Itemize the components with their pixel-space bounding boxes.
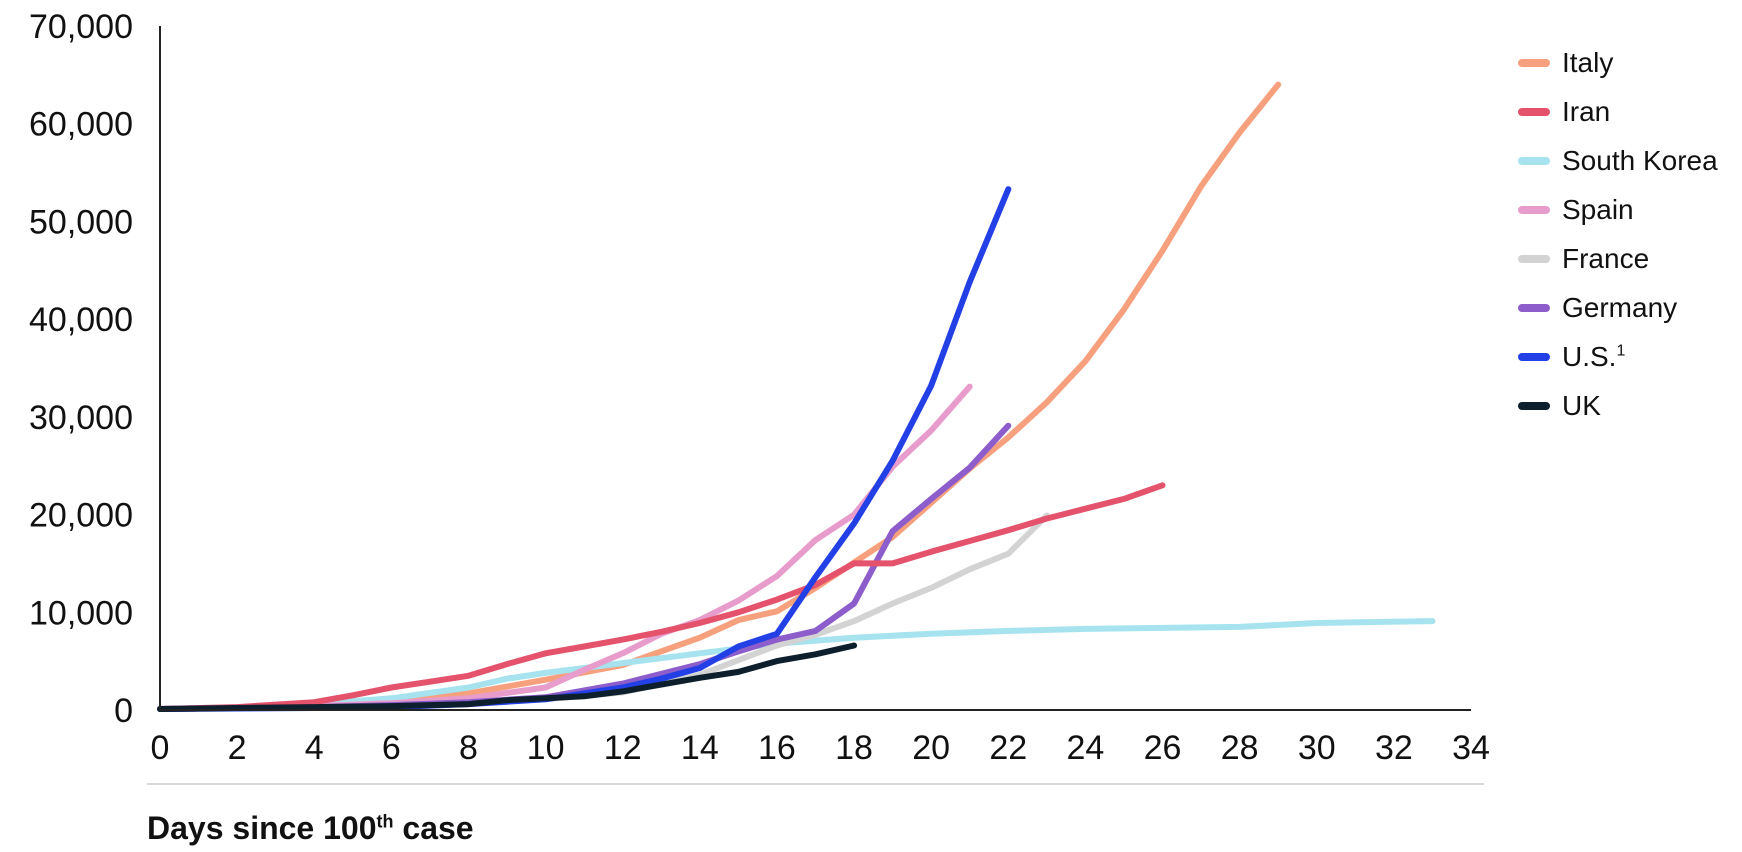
y-tick-label: 70,000	[29, 8, 133, 46]
y-tick-label: 40,000	[29, 301, 133, 339]
legend-label: Spain	[1562, 193, 1634, 225]
x-tick-label: 12	[604, 729, 642, 767]
x-axis-title: Days since 100th case	[147, 810, 474, 847]
y-tick-label: 30,000	[29, 399, 133, 437]
x-tick-label: 2	[228, 729, 247, 767]
legend-swatch	[1518, 303, 1550, 312]
legend-item-uk: UK	[1518, 381, 1718, 430]
legend-swatch	[1518, 254, 1550, 263]
x-tick-label: 22	[989, 729, 1027, 767]
x-tick-label: 24	[1066, 729, 1104, 767]
series-line-iran	[157, 482, 1166, 712]
legend-label: UK	[1562, 389, 1601, 421]
series-line-spain	[157, 383, 973, 712]
x-tick-label: 20	[912, 729, 950, 767]
legend: Italy Iran South Korea Spain France Germany U.…	[1518, 38, 1718, 430]
x-tick-label: 0	[151, 729, 170, 767]
legend-swatch	[1518, 205, 1550, 214]
series-line-uk	[157, 642, 858, 712]
x-tick-label: 8	[459, 729, 478, 767]
y-tick-label: 10,000	[29, 594, 133, 632]
legend-label: Iran	[1562, 95, 1611, 127]
legend-item-spain: Spain	[1518, 185, 1718, 234]
x-tick-label: 28	[1221, 729, 1259, 767]
series-lines	[157, 81, 1436, 712]
legend-label: South Korea	[1562, 144, 1718, 176]
x-tick-labels: 0 2 4 6 8 10 12 14 16 18 20 22 24 26 28 30 32 34	[151, 729, 1490, 767]
series-line-france	[157, 512, 1050, 712]
x-axis-title-prefix: Days since 100	[147, 810, 377, 846]
x-tick-label: 10	[527, 729, 565, 767]
x-tick-label: 4	[305, 729, 324, 767]
legend-swatch	[1518, 156, 1550, 165]
y-tick-label: 60,000	[29, 106, 133, 144]
y-tick-label: 20,000	[29, 497, 133, 535]
y-tick-labels: 0 10,000 20,000 30,000 40,000 50,000 60,000 70,…	[29, 8, 133, 730]
legend-swatch	[1518, 352, 1550, 361]
legend-swatch	[1518, 58, 1550, 67]
legend-item-germany: Germany	[1518, 283, 1718, 332]
x-tick-label: 6	[382, 729, 401, 767]
x-tick-label: 32	[1375, 729, 1413, 767]
x-axis-title-sup: th	[376, 811, 394, 832]
x-tick-label: 14	[681, 729, 719, 767]
legend-item-iran: Iran	[1518, 87, 1718, 136]
x-tick-label: 30	[1298, 729, 1336, 767]
y-tick-label: 0	[114, 692, 133, 730]
series-line-u-s	[157, 186, 1012, 712]
legend-label: Germany	[1562, 291, 1678, 323]
x-axis-title-suffix: case	[393, 810, 474, 846]
legend-label-sup: 1	[1616, 342, 1626, 360]
series-line-south-korea	[157, 618, 1436, 712]
legend-label: Italy	[1562, 46, 1614, 78]
x-tick-label: 16	[758, 729, 796, 767]
x-tick-label: 18	[835, 729, 873, 767]
x-tick-label: 34	[1452, 729, 1490, 767]
y-tick-label: 50,000	[29, 203, 133, 241]
legend-item-south-korea: South Korea	[1518, 136, 1718, 185]
legend-item-italy: Italy	[1518, 38, 1718, 87]
x-tick-label: 26	[1144, 729, 1182, 767]
legend-item-u-s: U.S.1	[1518, 332, 1718, 381]
legend-label: France	[1562, 242, 1650, 274]
legend-swatch	[1518, 401, 1550, 410]
legend-label: U.S.1	[1562, 340, 1626, 372]
legend-item-france: France	[1518, 234, 1718, 283]
legend-swatch	[1518, 107, 1550, 116]
